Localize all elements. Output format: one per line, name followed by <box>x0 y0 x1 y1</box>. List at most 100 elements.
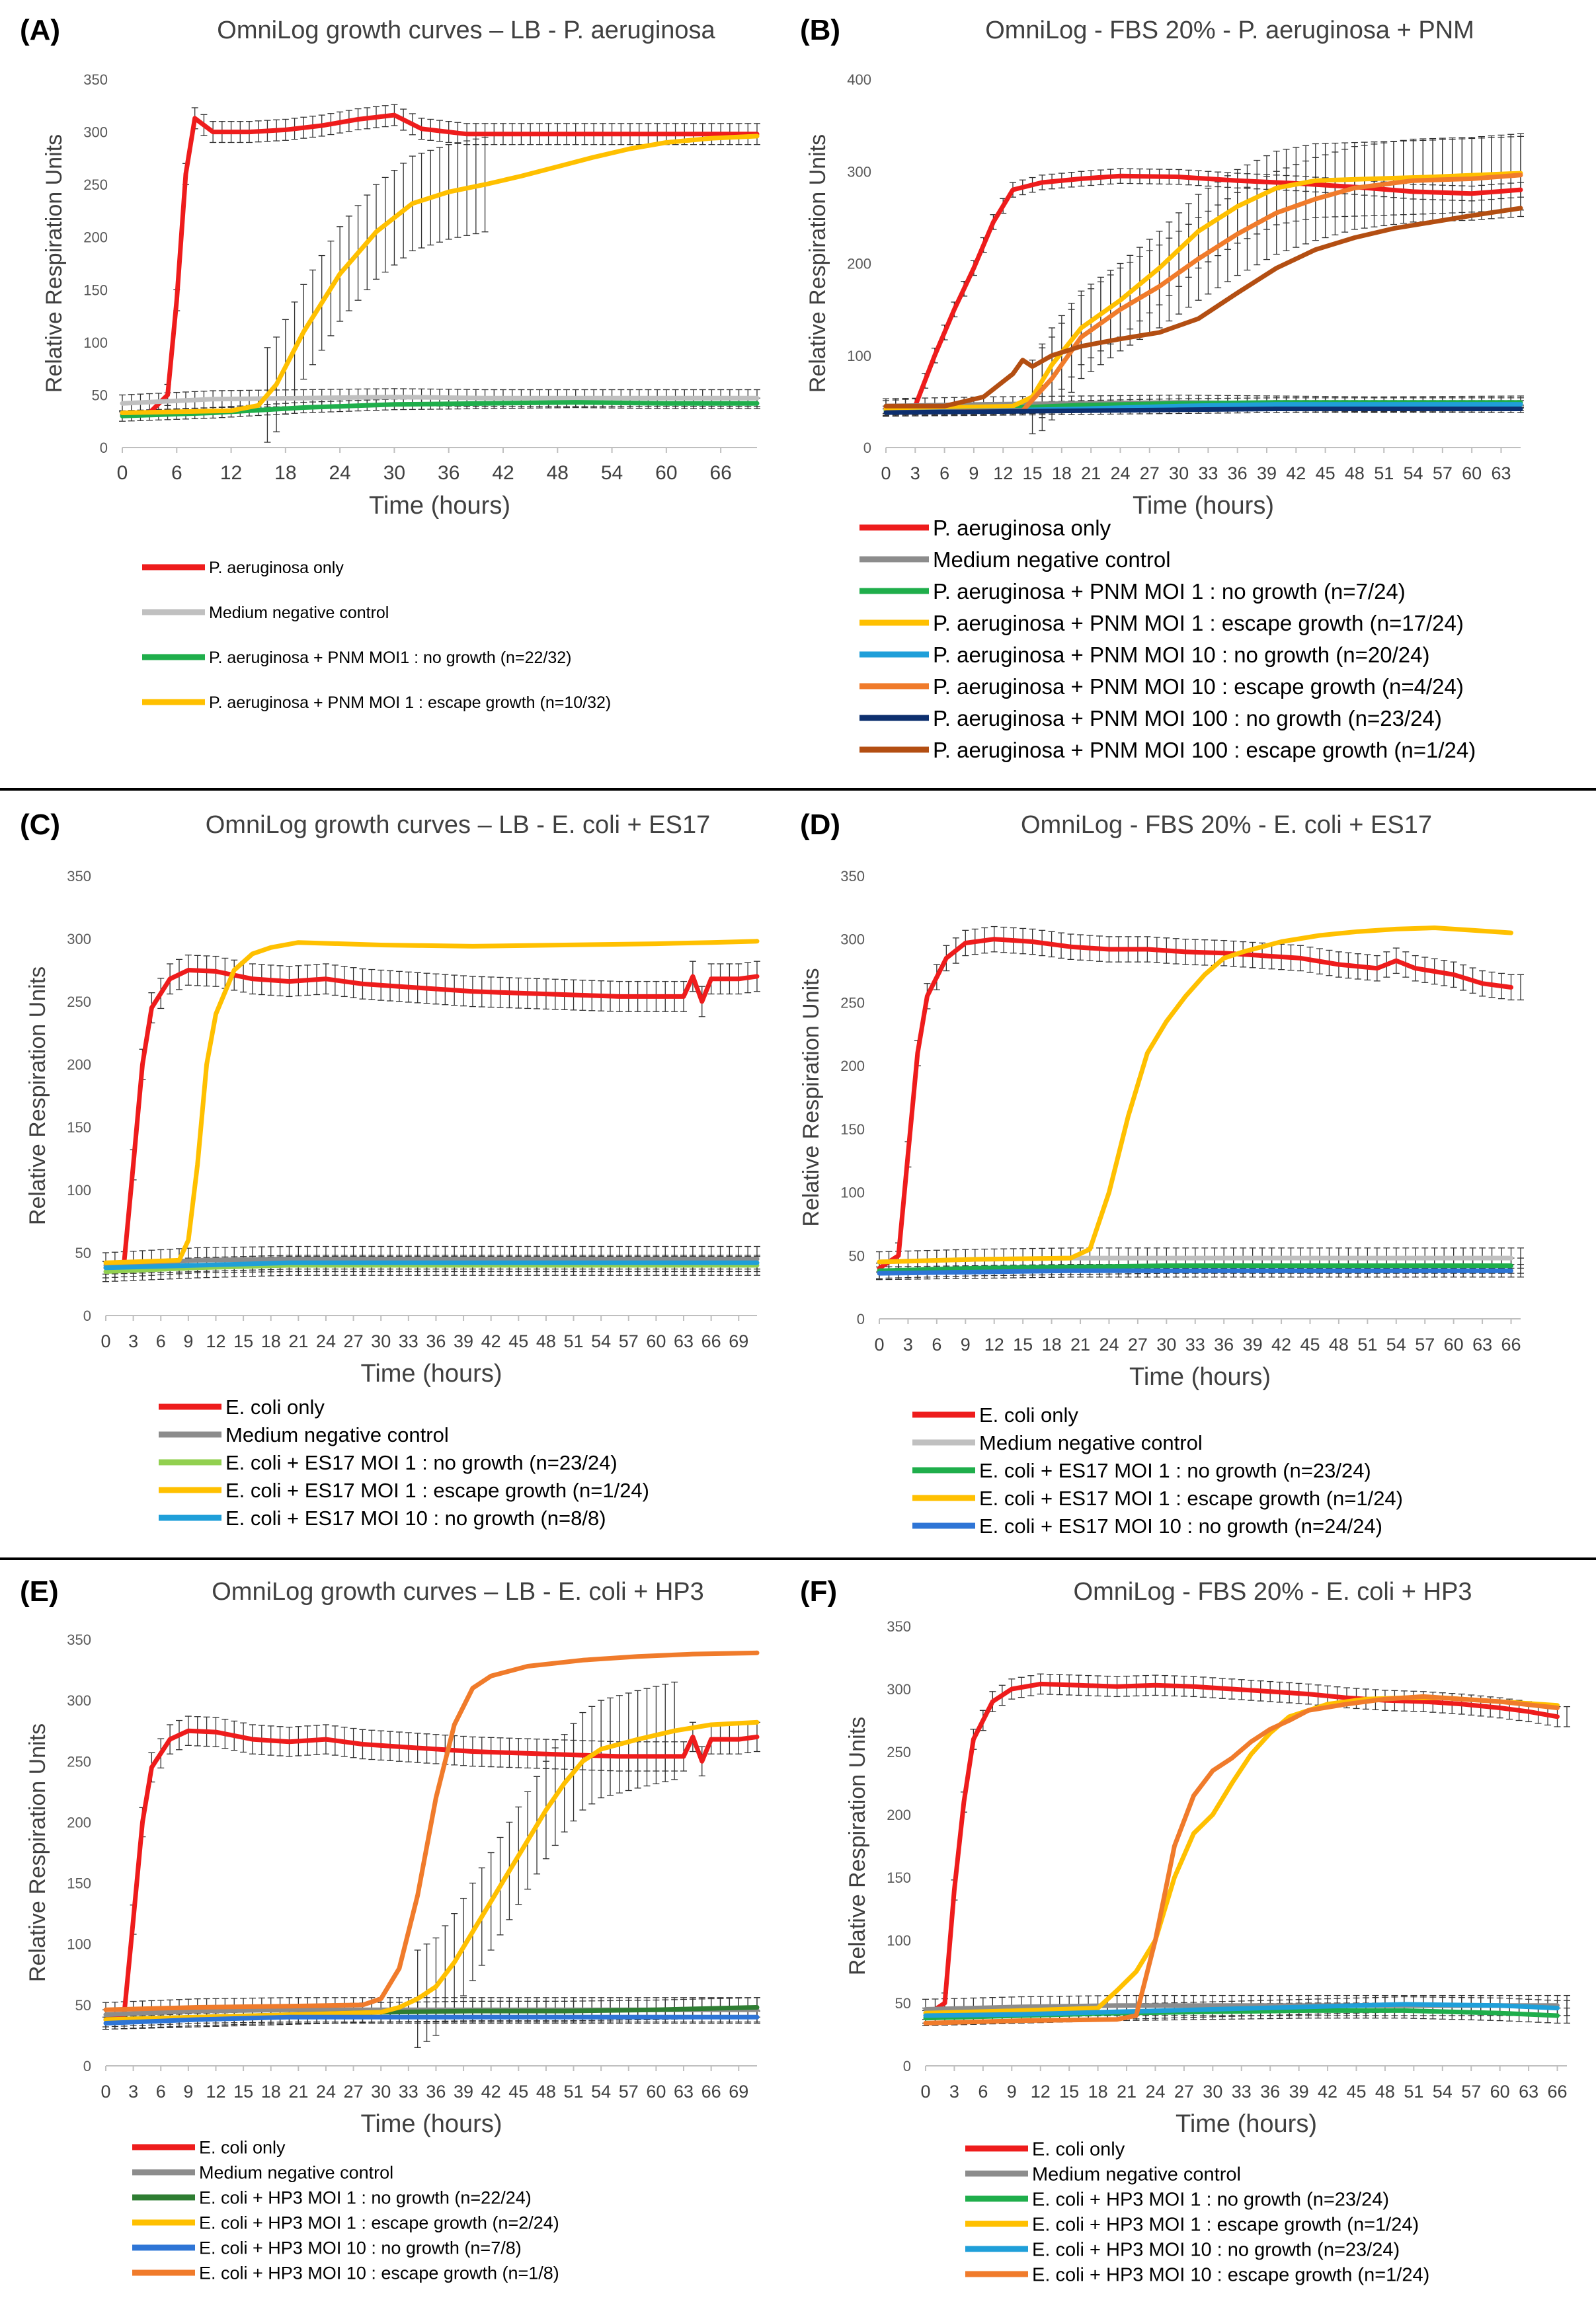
chart-d: (D) OmniLog - FBS 20% - E. coli + ES17 0 50… <box>799 808 1524 1538</box>
x-tick-label: 48 <box>536 2082 556 2102</box>
legend-entry: E. coli + ES17 MOI 1 : escape growth (n=… <box>979 1487 1403 1510</box>
x-tick-label: 27 <box>1128 1335 1148 1355</box>
x-tick-label: 21 <box>1070 1335 1090 1355</box>
x-tick-label: 48 <box>547 462 569 484</box>
y-tick-label: 300 <box>840 931 865 948</box>
y-axis-label: Relative Respiration Units <box>25 1723 50 1982</box>
x-tick-label: 66 <box>709 462 731 484</box>
series-line-4 <box>877 1268 1513 1276</box>
x-tick-label: 9 <box>183 2082 193 2102</box>
x-tick-label: 15 <box>1023 463 1043 483</box>
y-tick-label: 300 <box>847 163 871 180</box>
panel-label: (B) <box>800 14 840 46</box>
legend-entry: P. aeruginosa + PNM MOI 100 : escape gro… <box>933 738 1476 762</box>
x-tick-label: 0 <box>874 1335 884 1355</box>
series-line-4 <box>103 2014 760 2026</box>
x-tick-label: 0 <box>100 2082 110 2102</box>
series-line-4 <box>103 1260 760 1271</box>
series-line-3 <box>877 925 1513 1265</box>
x-tick-label: 33 <box>1185 1335 1205 1355</box>
x-tick-label: 57 <box>1433 463 1453 483</box>
chart-e: (E) OmniLog growth curves – LB - E. coli … <box>20 1575 760 2283</box>
legend-entry: E. coli only <box>225 1396 325 1419</box>
x-tick-label: 48 <box>536 1331 556 1351</box>
y-tick-label: 150 <box>887 1870 911 1886</box>
x-tick-label: 42 <box>1286 463 1306 483</box>
series-0 <box>895 925 1524 1269</box>
y-tick-label: 250 <box>83 177 108 193</box>
y-tick-label: 300 <box>887 1681 911 1698</box>
x-tick-label: 36 <box>1214 1335 1234 1355</box>
x-tick-label: 60 <box>646 1331 666 1351</box>
x-tick-label: 48 <box>1345 463 1365 483</box>
panel-label: (F) <box>800 1575 837 1608</box>
x-tick-label: 12 <box>206 1331 225 1351</box>
x-tick-label: 21 <box>1081 463 1101 483</box>
y-tick-label: 100 <box>847 348 871 364</box>
x-tick-label: 18 <box>1052 463 1072 483</box>
legend-entry: Medium negative control <box>199 2163 393 2183</box>
x-tick-label: 18 <box>261 2082 281 2102</box>
y-tick-label: 350 <box>67 868 91 885</box>
x-tick-label: 39 <box>1257 463 1277 483</box>
x-tick-label: 3 <box>903 1335 913 1355</box>
series-line-0 <box>883 173 1523 411</box>
y-tick-label: 100 <box>840 1185 865 1201</box>
series-0 <box>164 104 760 406</box>
y-tick-label: 0 <box>83 2058 91 2074</box>
legend-entry: P. aeruginosa + PNM MOI 1 : escape growt… <box>933 611 1464 635</box>
x-tick-label: 9 <box>969 463 978 483</box>
x-tick-label: 39 <box>1243 1335 1263 1355</box>
x-tick-label: 45 <box>508 2082 528 2102</box>
y-tick-label: 200 <box>847 256 871 272</box>
x-tick-label: 51 <box>564 2082 584 2102</box>
x-tick-label: 12 <box>220 462 242 484</box>
legend-entry: P. aeruginosa only <box>209 559 344 577</box>
legend-entry: E. coli + ES17 MOI 1 : escape growth (n=… <box>225 1479 649 1502</box>
x-tick-label: 66 <box>1501 1335 1521 1355</box>
panel-label: (C) <box>20 808 60 841</box>
series-line-0 <box>877 937 1513 1271</box>
legend-entry: Medium negative control <box>209 604 389 622</box>
x-tick-label: 24 <box>1099 1335 1119 1355</box>
x-tick-label: 54 <box>591 2082 611 2102</box>
x-tick-label: 60 <box>1444 1335 1464 1355</box>
y-tick-label: 150 <box>67 1875 91 1892</box>
legend-entry: P. aeruginosa + PNM MOI 1 : no growth (n… <box>933 579 1406 604</box>
x-tick-label: 63 <box>1472 1335 1492 1355</box>
x-tick-label: 60 <box>646 2082 666 2102</box>
x-tick-label: 42 <box>492 462 514 484</box>
x-tick-label: 30 <box>1169 463 1189 483</box>
x-tick-label: 24 <box>1110 463 1130 483</box>
x-tick-label: 54 <box>1404 463 1423 483</box>
y-tick-label: 350 <box>67 1632 91 1648</box>
chart-title: OmniLog - FBS 20% - E. coli + ES17 <box>1021 811 1432 839</box>
x-tick-label: 39 <box>454 2082 473 2102</box>
series-line-5 <box>883 173 1523 415</box>
panel-label: (D) <box>800 808 840 841</box>
y-axis-label: Relative Respiration Units <box>799 968 824 1226</box>
x-tick-label: 57 <box>1415 1335 1435 1355</box>
x-tick-label: 21 <box>288 2082 308 2102</box>
x-tick-label: 57 <box>619 1331 639 1351</box>
chart-title: OmniLog - FBS 20% - E. coli + HP3 <box>1074 1578 1472 1606</box>
x-tick-label: 57 <box>619 2082 639 2102</box>
legend-entry: E. coli + ES17 MOI 10 : no growth (n=24/… <box>979 1515 1382 1538</box>
x-tick-label: 42 <box>1271 1335 1291 1355</box>
x-tick-label: 39 <box>454 1331 473 1351</box>
x-tick-label: 6 <box>171 462 182 484</box>
x-tick-label: 42 <box>481 1331 501 1351</box>
legend-entry: P. aeruginosa + PNM MOI 100 : no growth … <box>933 706 1442 730</box>
x-tick-label: 27 <box>344 1331 364 1351</box>
x-tick-label: 66 <box>701 2082 721 2102</box>
y-axis-label: Relative Respiration Units <box>42 134 67 393</box>
x-tick-label: 36 <box>426 2082 446 2102</box>
y-tick-label: 250 <box>67 994 91 1010</box>
x-tick-label: 36 <box>438 462 459 484</box>
x-tick-label: 0 <box>100 1331 110 1351</box>
panel-label: (A) <box>20 14 60 46</box>
series-line-7 <box>883 206 1523 409</box>
legend-entry: P. aeruginosa + PNM MOI 10 : escape grow… <box>933 674 1464 699</box>
y-tick-label: 50 <box>75 1997 91 2014</box>
